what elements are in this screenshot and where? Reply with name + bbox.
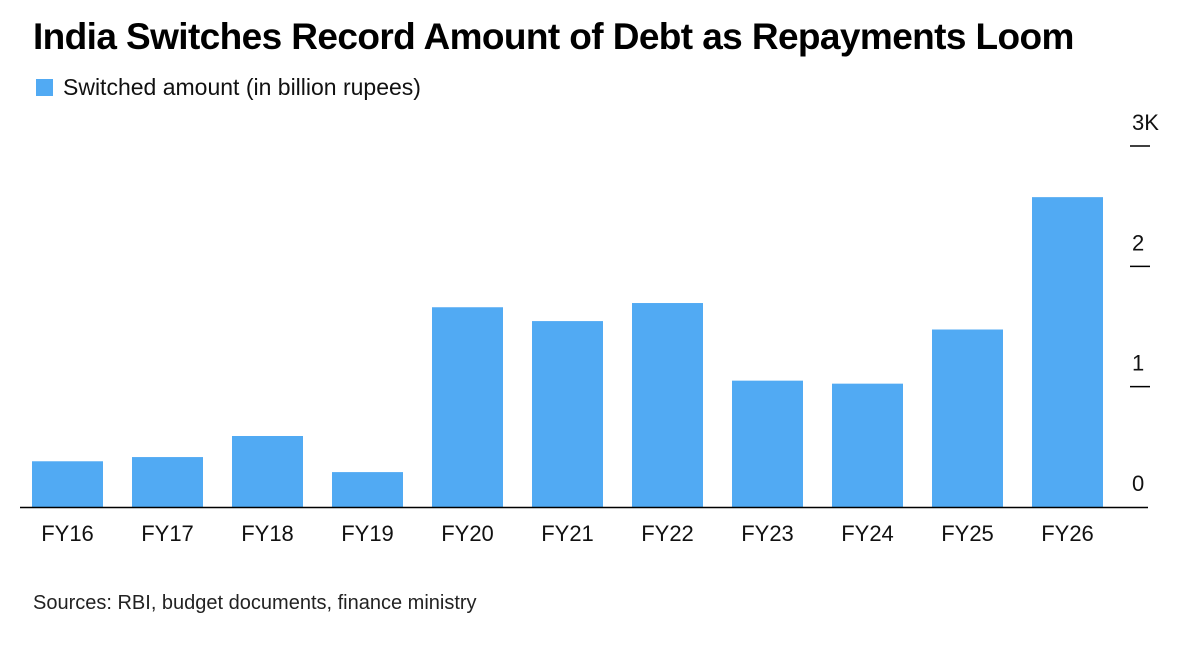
chart-title: India Switches Record Amount of Debt as … <box>33 16 1074 57</box>
bar-fy20 <box>432 307 503 507</box>
source-note: Sources: RBI, budget documents, finance … <box>33 592 477 614</box>
x-tick-label: FY20 <box>441 521 494 546</box>
x-tick-label: FY17 <box>141 521 194 546</box>
x-tick-label: FY16 <box>41 521 94 546</box>
legend: Switched amount (in billion rupees) <box>36 74 421 101</box>
x-tick-label: FY22 <box>641 521 694 546</box>
x-tick-label: FY25 <box>941 521 994 546</box>
x-tick-label: FY18 <box>241 521 294 546</box>
x-tick-label: FY19 <box>341 521 394 546</box>
y-tick-label: 2 <box>1132 230 1144 255</box>
x-tick-label: FY26 <box>1041 521 1094 546</box>
y-tick-label: 3K <box>1132 110 1159 135</box>
bar-fy18 <box>232 436 303 507</box>
bar-fy23 <box>732 380 803 507</box>
x-tick-label: FY23 <box>741 521 794 546</box>
bar-fy19 <box>332 472 403 507</box>
y-tick-label: 1 <box>1132 351 1144 376</box>
y-tick-label: 0 <box>1132 471 1144 496</box>
x-tick-label: FY24 <box>841 521 894 546</box>
legend-swatch <box>36 79 53 96</box>
bar-fy21 <box>532 321 603 507</box>
bar-fy22 <box>632 303 703 507</box>
bar-fy17 <box>132 457 203 507</box>
bar-fy26 <box>1032 197 1103 507</box>
bar-fy24 <box>832 383 903 507</box>
bar-fy25 <box>932 329 1003 507</box>
legend-label: Switched amount (in billion rupees) <box>63 74 421 100</box>
bar-fy16 <box>32 461 103 507</box>
x-tick-label: FY21 <box>541 521 594 546</box>
